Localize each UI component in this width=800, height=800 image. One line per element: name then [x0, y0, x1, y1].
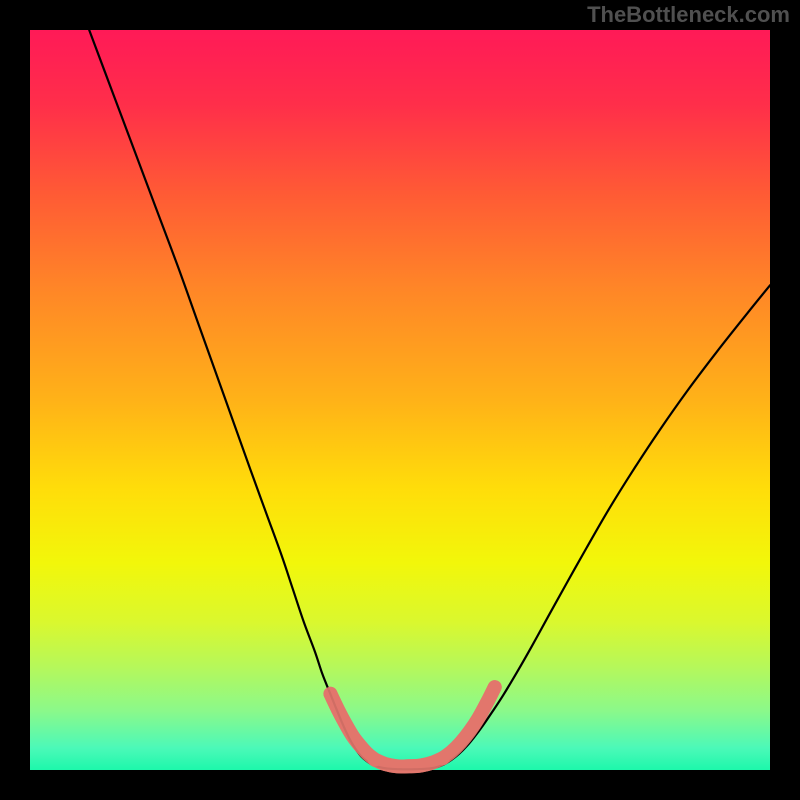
highlight-overlay-1	[375, 758, 443, 766]
watermark-label: TheBottleneck.com	[587, 2, 790, 28]
plot-background	[30, 30, 770, 770]
chart-container: TheBottleneck.com	[0, 0, 800, 800]
bottleneck-chart	[0, 0, 800, 800]
